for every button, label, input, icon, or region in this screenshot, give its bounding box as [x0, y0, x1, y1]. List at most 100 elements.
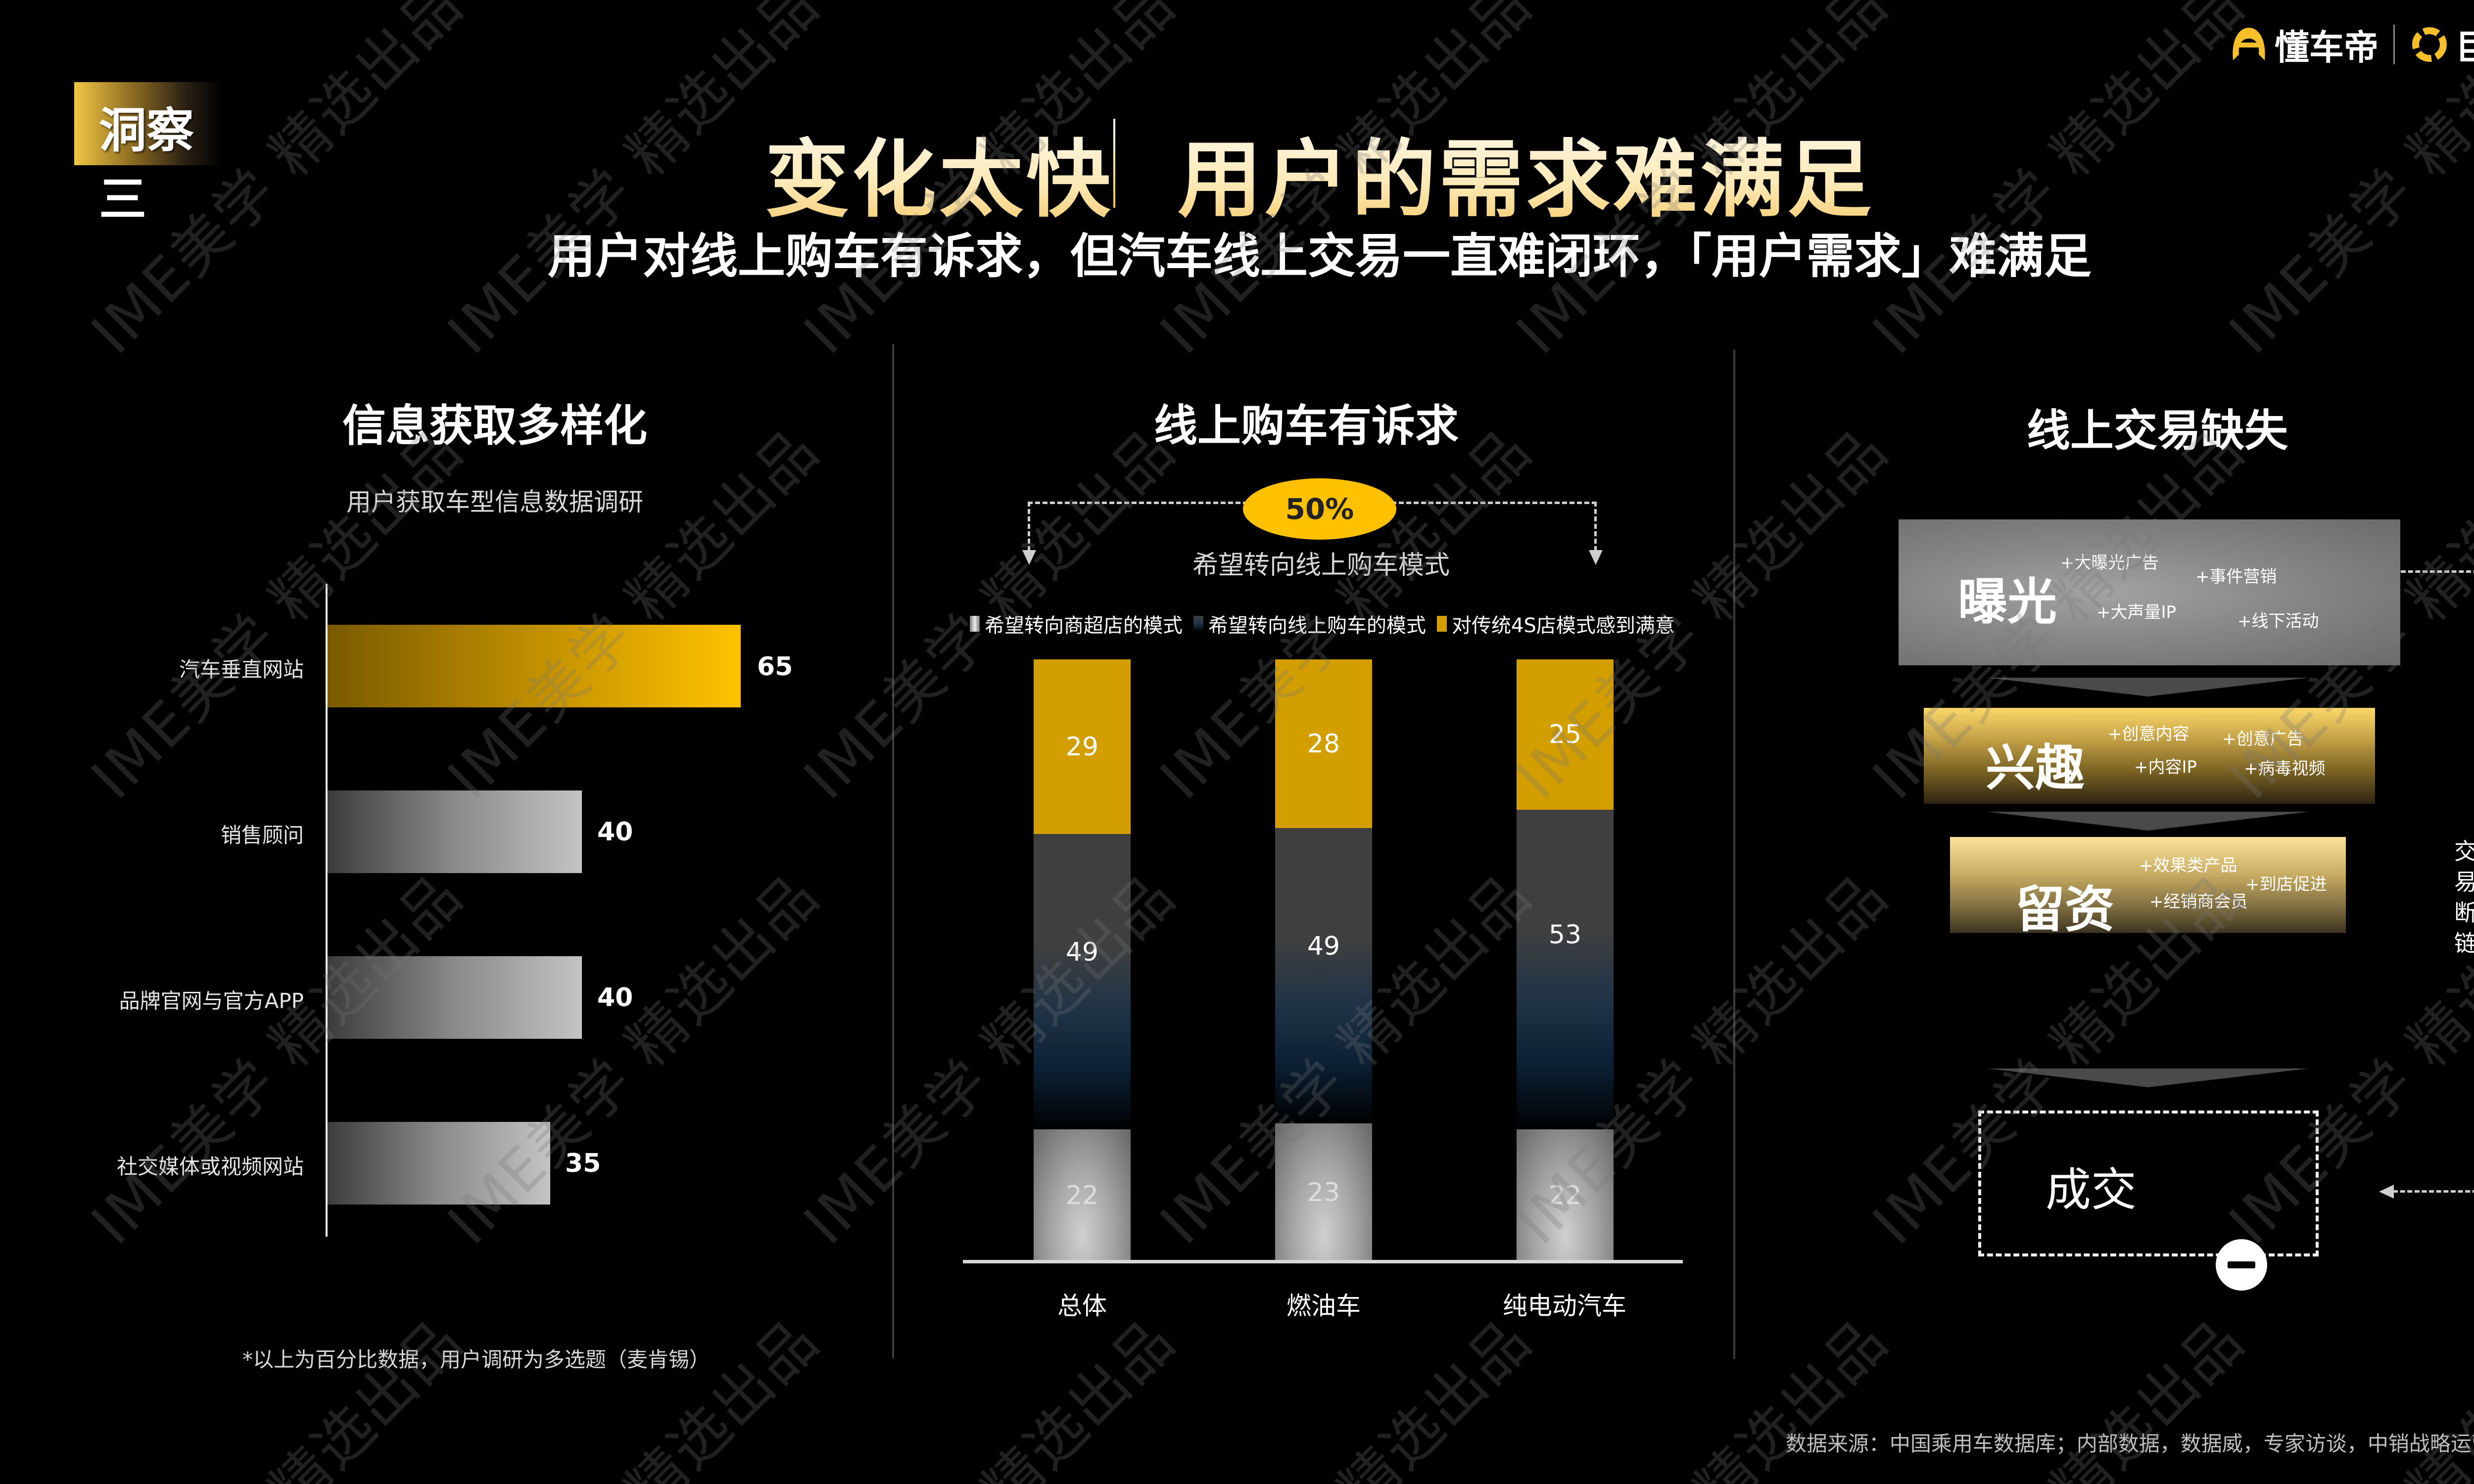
legend-swatch — [1193, 616, 1203, 632]
watermark-text: IME美学 精选出品 — [78, 415, 476, 812]
hbar-bar — [328, 1122, 550, 1205]
title-separator — [1113, 119, 1115, 208]
legend-label: 希望转向线上购车的模式 — [1208, 614, 1426, 637]
funnel-stage-deal: 成交 — [1978, 1111, 2319, 1256]
chart-legend: 希望转向商超店的模式 希望转向线上购车的模式 对传统4S店模式感到满意 — [970, 609, 1675, 638]
stacked-bar-ev: 25 53 22 — [1517, 659, 1614, 1262]
hbar-label: 品牌官网与官方APP — [119, 989, 304, 1013]
break-label-char: 易 — [2454, 869, 2474, 895]
segment-mall: 23 — [1275, 1123, 1372, 1262]
annotation-dashed-right — [1594, 502, 1597, 551]
hbar-label: 社交媒体或视频网站 — [116, 1155, 304, 1179]
panel-divider-left — [892, 344, 894, 1358]
hbar-bar — [328, 625, 741, 707]
funnel-stage-lead: 留资 +效果类产品 +到店促进 +经销商会员 — [1950, 837, 2346, 938]
arrow-left-icon — [2379, 1185, 2394, 1199]
stage-name: 成交 — [2046, 1163, 2137, 1216]
x-axis-label: 总体 — [1057, 1292, 1107, 1320]
break-label-char: 断 — [2454, 899, 2474, 926]
right-panel-title: 线上交易缺失 — [2026, 405, 2288, 456]
break-connector-top — [2401, 570, 2474, 573]
section-tag: 洞察三 — [74, 82, 223, 227]
segment-online: 53 — [1517, 810, 1614, 1129]
segment-mall: 22 — [1517, 1129, 1614, 1262]
hbar-bar — [328, 790, 582, 873]
page-title-left: 变化太快 — [764, 131, 1113, 229]
break-label: 交 易 断 链 — [2451, 836, 2474, 959]
page-subtitle: 用户对线上购车有诉求，但汽车线上交易一直难闭环，「用户需求」难满足 — [548, 229, 2092, 284]
hbar-value: 40 — [597, 817, 633, 847]
left-panel-title: 信息获取多样化 — [342, 400, 647, 451]
minus-circle-icon — [2216, 1239, 2267, 1291]
break-connector-bottom — [2393, 1190, 2474, 1193]
break-label-char: 链 — [2454, 930, 2474, 957]
stage-tip: +到店促进 — [2245, 875, 2327, 894]
funnel-stage-interest: 兴趣 +创意内容 +创意广告 +内容IP +病毒视频 — [1924, 708, 2375, 804]
funnel-arrow-down-icon — [1987, 678, 2309, 696]
highlight-label: 希望转向线上购车模式 — [1192, 551, 1450, 580]
hbar-axis — [326, 584, 328, 1237]
watermark-text: IME美学 精选出品 — [434, 415, 832, 812]
segment-online: 49 — [1034, 834, 1131, 1129]
panel-divider-right — [1733, 350, 1735, 1359]
legend-swatch — [1437, 616, 1447, 632]
left-panel-subtitle: 用户获取车型信息数据调研 — [346, 488, 643, 516]
segment-online: 49 — [1275, 828, 1372, 1123]
arrow-down-icon — [1022, 550, 1036, 565]
hbar-bar — [328, 956, 582, 1039]
stage-tip: +线下活动 — [2237, 611, 2319, 631]
stage-tip: +病毒视频 — [2244, 759, 2326, 779]
hbar-label: 销售顾问 — [220, 823, 304, 847]
stacked-bar-fuel: 28 49 23 — [1275, 659, 1372, 1262]
stacked-bar-overall: 29 49 22 — [1034, 659, 1131, 1262]
funnel-arrow-down-icon — [1987, 1068, 2309, 1087]
legend-label: 对传统4S店模式感到满意 — [1452, 614, 1675, 637]
logo-separator — [2393, 25, 2395, 64]
brand-logos: 懂车帝 巨懂车 — [2229, 20, 2474, 69]
x-axis-label: 纯电动汽车 — [1503, 1292, 1626, 1320]
hbar-value: 35 — [565, 1149, 601, 1178]
funnel-arrow-down-icon — [1987, 812, 2309, 831]
stage-tip: +创意内容 — [2108, 724, 2189, 744]
page-title: 变化太快 用户的需求难满足 — [0, 111, 2474, 233]
page-title-right: 用户的需求难满足 — [1178, 131, 1875, 229]
hbar-value: 40 — [597, 983, 633, 1013]
legend-swatch — [970, 616, 980, 632]
stage-tip: +大声量IP — [2096, 603, 2177, 622]
stage-tip: +事件营销 — [2195, 567, 2277, 587]
stage-tip: +创意广告 — [2222, 729, 2304, 749]
watermark-text: IME美学 精选出品 — [782, 1296, 1190, 1484]
x-axis-label: 燃油车 — [1286, 1292, 1361, 1320]
logo-dongchedi-text: 懂车帝 — [2275, 27, 2379, 68]
logo-judongche-text: 巨懂车 — [2455, 27, 2474, 68]
middle-panel-title: 线上购车有诉求 — [1153, 400, 1459, 451]
watermark-text: IME美学 精选出品 — [69, 1296, 478, 1484]
segment-satisfied: 29 — [1034, 659, 1131, 834]
watermark-text: IME美学 精选出品 — [1138, 1296, 1547, 1484]
funnel-stage-exposure: 曝光 +大曝光广告 +事件营销 +大声量IP +线下活动 — [1899, 519, 2400, 665]
legend-label: 希望转向商超店的模式 — [985, 614, 1183, 637]
stage-tip: +内容IP — [2134, 757, 2197, 777]
segment-satisfied: 25 — [1517, 659, 1614, 810]
stage-tip: +经销商会员 — [2149, 892, 2248, 912]
dongchedi-logo-icon — [2233, 28, 2265, 60]
stage-name: 留资 — [2015, 881, 2114, 938]
segment-mall: 22 — [1034, 1129, 1131, 1262]
section-tag-label: 洞察三 — [99, 92, 223, 230]
stage-name: 兴趣 — [1986, 739, 2085, 797]
highlight-bubble: 50% — [1243, 478, 1396, 540]
watermark-text: IME美学 精选出品 — [426, 1296, 834, 1484]
data-source: 数据来源：中国乘用车数据库；内部数据，数据威，专家访谈，中销战略运营-汽车战略整… — [1785, 1432, 2474, 1456]
hbar-label: 汽车垂直网站 — [179, 657, 304, 682]
annotation-dashed-left — [1028, 502, 1030, 551]
stage-name: 曝光 — [1958, 573, 2057, 631]
stage-tip: +效果类产品 — [2139, 856, 2237, 876]
hbar-value: 65 — [757, 652, 793, 682]
left-footnote: *以上为百分比数据，用户调研为多选题（麦肯锡） — [242, 1347, 711, 1372]
stage-tip: +大曝光广告 — [2060, 553, 2159, 573]
gear-logo-icon — [2412, 27, 2447, 62]
break-label-char: 交 — [2454, 838, 2474, 865]
x-axis-baseline — [963, 1260, 1683, 1263]
arrow-down-icon — [1589, 550, 1603, 565]
segment-satisfied: 28 — [1275, 659, 1372, 828]
